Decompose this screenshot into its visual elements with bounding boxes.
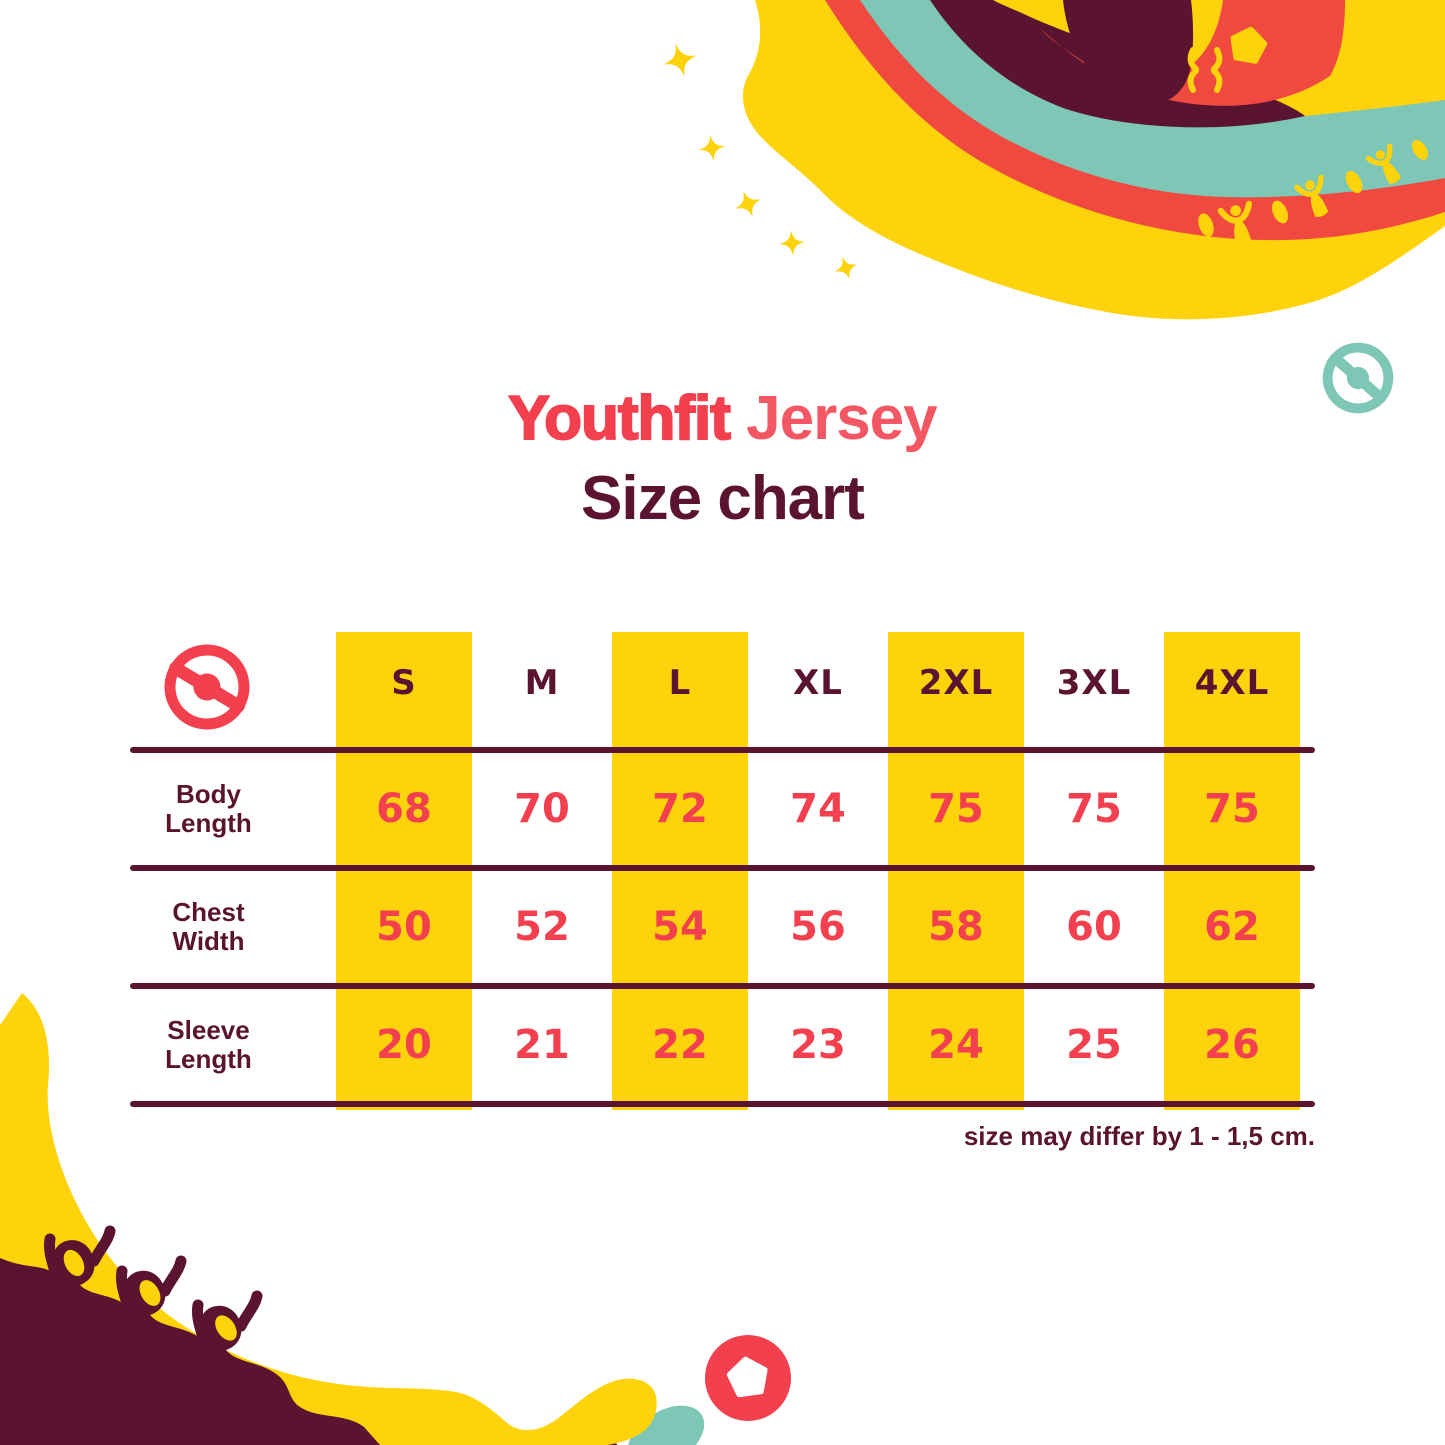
size-value: 58 [928,904,984,950]
size-value: 50 [376,904,432,950]
product-name: Jersey [746,384,938,453]
size-grid: S M L XL 2XL 3XL 4XL Body Length 68 70 72… [130,616,1301,1104]
size-value: 75 [1066,786,1122,832]
table-divider [130,747,1315,753]
top-right-decoration [659,0,1445,320]
size-value: 62 [1204,904,1260,950]
size-header: 4XL [1194,663,1270,703]
size-value: 68 [376,786,432,832]
size-value: 70 [514,786,570,832]
size-value: 75 [1204,786,1260,832]
size-value: 20 [376,1022,432,1068]
decor-core [1063,0,1194,104]
size-header: 2XL [918,663,994,703]
pentagon-glyph [1230,26,1268,64]
table-divider [130,1101,1315,1107]
row-label-chest-width: Chest Width [172,896,245,956]
carved-people-arms [44,1225,263,1347]
size-value: 25 [1066,1022,1122,1068]
subtitle: Size chart [581,464,865,533]
size-value: 22 [652,1022,708,1068]
decor-maroon-wave [0,1240,380,1445]
size-value: 74 [790,786,846,832]
brand-name: Youthfit [507,383,732,454]
pentagon-circle-icon [705,1335,791,1421]
size-header: S [391,663,417,703]
carved-people-holes [63,1249,237,1341]
page-title: Youthfit Jersey Size chart [0,383,1445,535]
size-value: 23 [790,1022,846,1068]
size-header: 3XL [1056,663,1132,703]
table-divider [130,983,1315,989]
size-value: 54 [652,904,708,950]
table-divider [130,865,1315,871]
badge-circle-icon [164,644,250,730]
highlight-band-2xl [888,632,1024,1110]
highlight-band-4xl [1164,632,1300,1110]
badge-circle-teal-icon [1322,342,1394,414]
size-header: L [668,663,692,703]
size-value: 52 [514,904,570,950]
footer-note: size may differ by 1 - 1,5 cm. [963,1121,1315,1151]
size-header: XL [793,663,843,703]
spark-glyph [1187,47,1223,93]
highlight-band-l [612,632,748,1110]
title-line-product: Youthfit Jersey [0,383,1445,455]
highlight-band-s [336,632,472,1110]
size-value: 75 [928,786,984,832]
size-table: S M L XL 2XL 3XL 4XL Body Length 68 70 72… [130,616,1315,1121]
size-value: 72 [652,786,708,832]
row-label-body-length: Body Length [165,778,252,838]
size-value: 21 [514,1022,570,1068]
size-value: 24 [928,1022,984,1068]
row-label-sleeve-length: Sleeve Length [165,1014,252,1074]
size-value: 56 [790,904,846,950]
bottom-left-decoration [0,993,705,1445]
people-motif [1198,140,1429,250]
size-value: 60 [1066,904,1122,950]
size-value: 26 [1204,1022,1260,1068]
size-header: M [524,663,560,703]
